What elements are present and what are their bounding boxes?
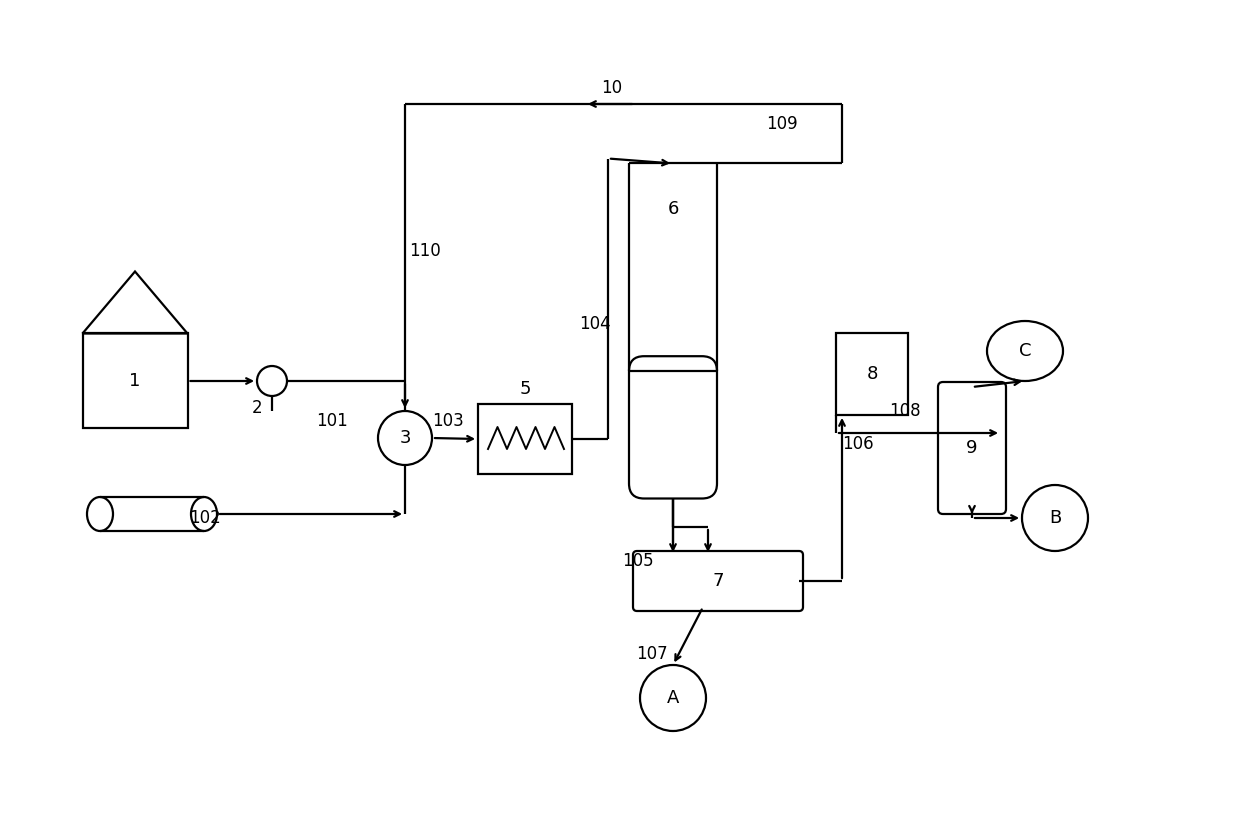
Text: 7: 7 [712,572,724,590]
Text: 108: 108 [889,402,921,420]
Text: 1: 1 [129,372,140,390]
Text: 5: 5 [520,380,531,398]
Text: 101: 101 [316,412,348,430]
Text: 110: 110 [409,242,441,260]
Text: C: C [1019,342,1032,360]
Text: 107: 107 [636,645,668,663]
Text: 105: 105 [622,552,653,570]
Text: 6: 6 [667,200,678,217]
Text: 9: 9 [966,439,978,457]
Text: 109: 109 [766,115,797,133]
Text: 8: 8 [867,365,878,383]
Text: 102: 102 [190,509,221,527]
Text: B: B [1049,509,1061,527]
Text: 2: 2 [252,399,262,417]
Text: 3: 3 [399,429,410,447]
Text: 103: 103 [432,412,464,430]
Text: A: A [667,689,680,707]
Text: 104: 104 [579,315,611,333]
Text: 106: 106 [842,435,874,453]
Text: 10: 10 [601,79,622,97]
